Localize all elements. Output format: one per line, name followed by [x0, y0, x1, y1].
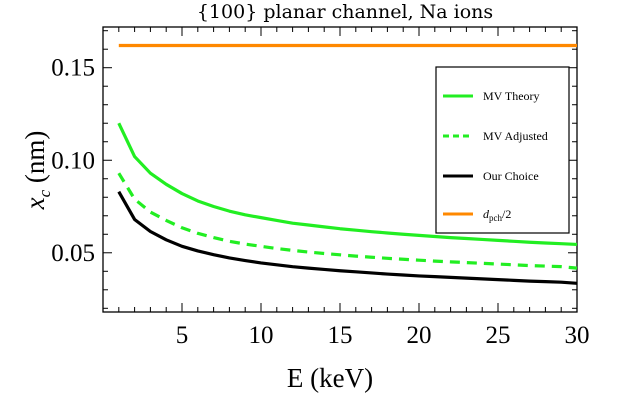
chart-title: {100} planar channel, Na ions [197, 1, 493, 23]
legend: MV Theory MV Adjusted Our Choice dpch/2 [435, 66, 570, 234]
legend-label-dpch-main: d [483, 207, 490, 221]
x-tick-label: 25 [486, 322, 511, 349]
series-line-mv-theory [117, 122, 578, 247]
y-axis-label-symbol: x [20, 197, 50, 210]
x-tick-label: 30 [565, 322, 590, 349]
x-tick-label: 15 [328, 322, 353, 349]
x-tick-label: 20 [407, 322, 432, 349]
x-axis-label: E (keV) [287, 363, 373, 393]
y-axis-label-subscript: c [35, 189, 54, 197]
legend-label-our-choice: Our Choice [483, 169, 539, 183]
y-axis-label-unit: (nm) [20, 131, 50, 190]
legend-label-mv-theory: MV Theory [483, 89, 540, 103]
legend-label-mv-adjusted: MV Adjusted [483, 129, 548, 143]
x-tick-label: 5 [176, 322, 189, 349]
axis-ticks: 5 10 15 20 25 30 0.05 0.10 0.15 [51, 27, 590, 349]
y-axis-label: xc (nm) [20, 131, 54, 211]
legend-label-dpch-sub: pch [489, 213, 502, 223]
y-tick-label: 0.15 [51, 55, 95, 82]
series-line-our-choice [117, 190, 578, 285]
series-lines [117, 43, 578, 285]
legend-label-dpch-tail: /2 [502, 207, 511, 221]
legend-label-dpch: dpch/2 [483, 207, 511, 223]
y-tick-label: 0.05 [51, 240, 95, 267]
y-tick-label: 0.10 [51, 147, 95, 174]
x-tick-label: 10 [249, 322, 274, 349]
